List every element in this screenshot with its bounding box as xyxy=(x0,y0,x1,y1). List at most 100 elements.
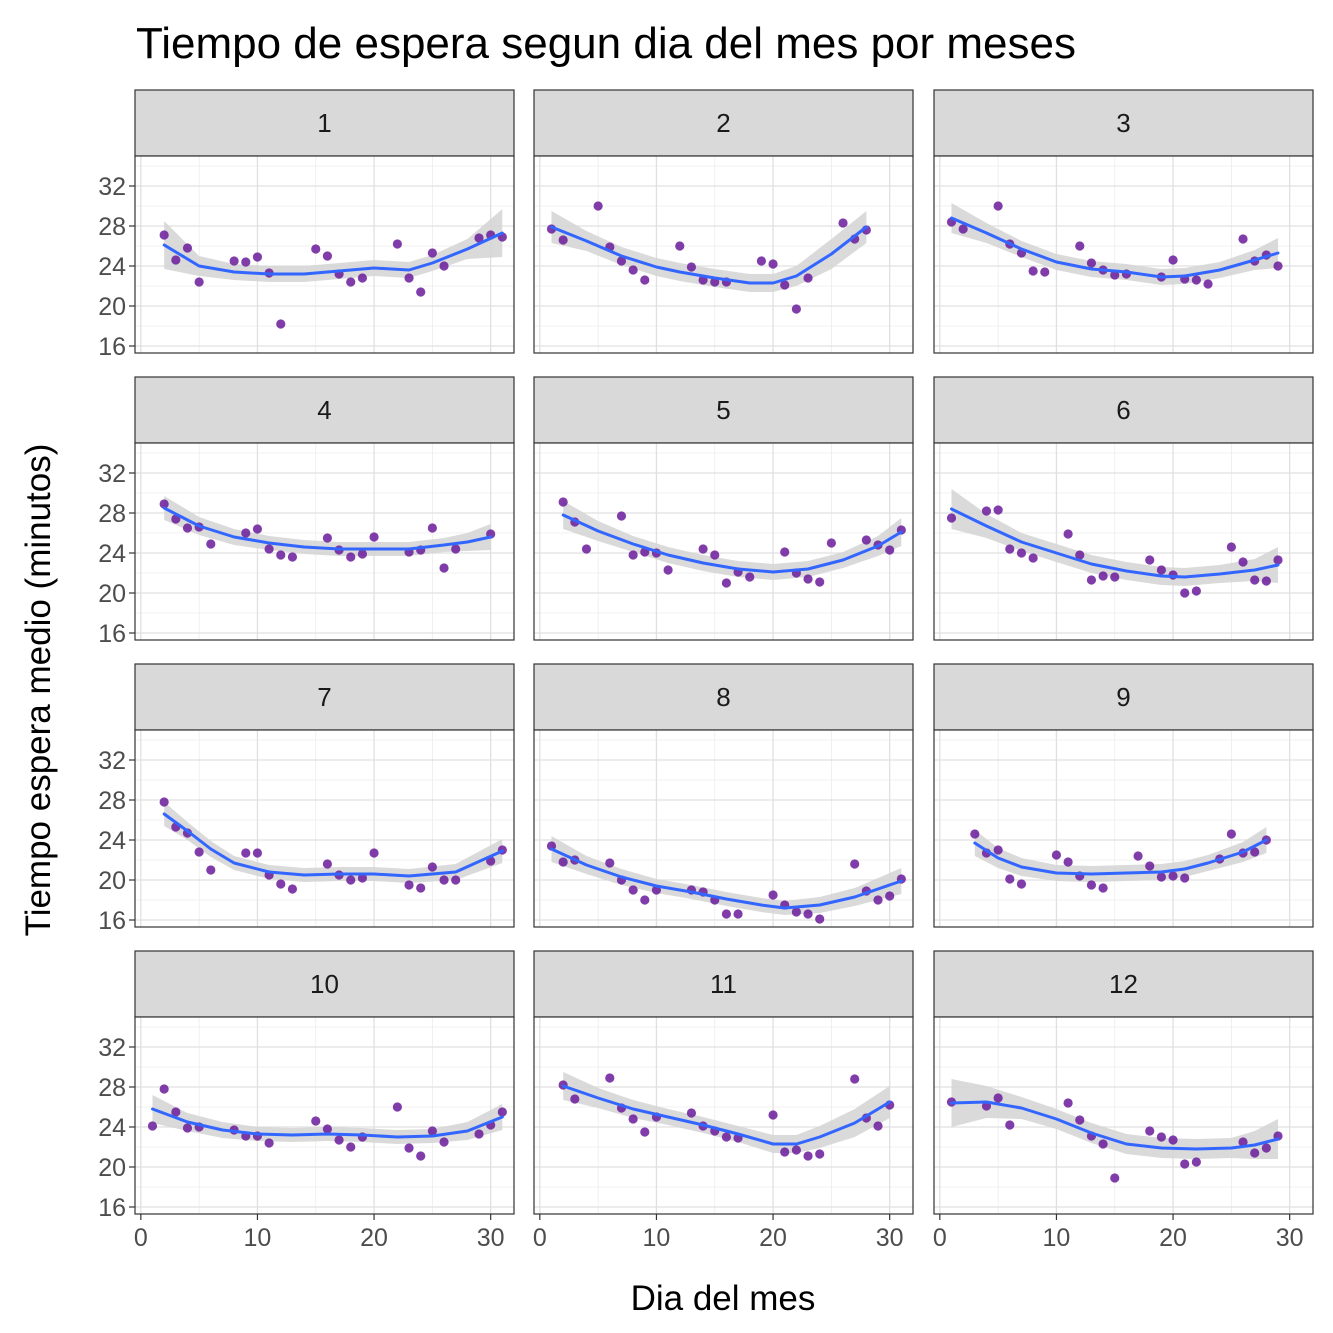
facet-panel-5: 5 xyxy=(533,376,914,641)
data-point xyxy=(241,257,251,267)
data-point xyxy=(194,277,204,287)
data-point xyxy=(1016,879,1027,889)
y-tick-label: 20 xyxy=(98,293,126,321)
smooth-line xyxy=(162,812,504,878)
data-point xyxy=(873,895,883,905)
panel-border xyxy=(933,729,1314,928)
data-point xyxy=(993,845,1003,855)
data-point xyxy=(311,244,321,254)
data-point xyxy=(357,873,367,883)
confidence-band xyxy=(164,496,491,556)
facet-strip-label: 10 xyxy=(310,969,339,999)
data-point xyxy=(686,262,697,272)
data-point xyxy=(182,1123,193,1133)
data-point xyxy=(768,1110,778,1120)
confidence-band xyxy=(164,209,503,282)
data-point xyxy=(287,884,298,894)
data-point xyxy=(1005,1120,1015,1130)
data-point xyxy=(1180,588,1190,598)
data-point xyxy=(1273,261,1283,271)
data-point xyxy=(439,1137,449,1147)
data-point xyxy=(1110,572,1120,582)
data-point xyxy=(404,880,414,890)
smooth-line xyxy=(950,1100,1280,1151)
data-point xyxy=(171,255,181,265)
data-point xyxy=(322,251,333,261)
x-tick-label: 0 xyxy=(933,1224,947,1252)
facet-strip xyxy=(933,950,1314,1018)
smooth-line xyxy=(550,225,868,285)
data-point xyxy=(1261,1143,1271,1153)
data-point xyxy=(1191,275,1201,285)
data-point xyxy=(369,848,379,858)
data-point xyxy=(182,523,193,533)
y-tick-label: 24 xyxy=(98,827,126,855)
data-point xyxy=(1016,548,1027,558)
facet-strip-label: 4 xyxy=(317,395,331,425)
data-point xyxy=(803,574,813,584)
y-tick-label: 20 xyxy=(98,580,126,608)
data-point xyxy=(147,1121,158,1131)
data-point xyxy=(815,1149,825,1159)
facet-panel-6: 6 xyxy=(933,376,1314,641)
x-axis-title: Dia del mes xyxy=(631,1279,816,1318)
data-point xyxy=(439,875,449,885)
facet-strip-label: 8 xyxy=(716,682,730,712)
data-point xyxy=(416,287,426,297)
data-point xyxy=(1238,1137,1248,1147)
data-point xyxy=(826,538,836,548)
data-point xyxy=(605,1073,615,1083)
data-point xyxy=(1098,1139,1108,1149)
panel-border xyxy=(134,155,515,354)
data-point xyxy=(264,544,274,554)
facet-panel-2: 2 xyxy=(533,89,914,354)
data-point xyxy=(1063,1098,1073,1108)
confidence-band xyxy=(951,1079,1278,1159)
y-tick-label: 24 xyxy=(98,1114,126,1142)
data-point xyxy=(334,1135,344,1145)
data-point xyxy=(1005,874,1015,884)
y-tick-label: 24 xyxy=(98,540,126,568)
data-point xyxy=(686,1108,697,1118)
data-point xyxy=(780,547,790,557)
x-tick-label: 10 xyxy=(643,1224,671,1252)
data-point xyxy=(981,506,992,516)
data-point xyxy=(1110,1173,1120,1183)
data-point xyxy=(803,1151,813,1161)
panel-border xyxy=(933,1016,1314,1215)
data-point xyxy=(993,1093,1003,1103)
data-point xyxy=(1226,542,1236,552)
data-point xyxy=(287,552,298,562)
smooth-line xyxy=(561,1084,892,1146)
data-point xyxy=(1261,576,1271,586)
y-tick-label: 32 xyxy=(98,1034,126,1062)
smooth-line xyxy=(561,513,903,574)
data-point xyxy=(1098,883,1108,893)
x-tick-label: 10 xyxy=(1043,1224,1071,1252)
data-point xyxy=(803,909,813,919)
data-point xyxy=(1063,529,1073,539)
facet-strip-label: 7 xyxy=(317,682,331,712)
data-point xyxy=(252,524,263,534)
panel-border xyxy=(533,729,914,928)
data-point xyxy=(427,862,437,872)
data-point xyxy=(357,549,367,559)
x-tick-label: 20 xyxy=(360,1224,388,1252)
data-point xyxy=(616,256,627,266)
data-point xyxy=(605,858,615,868)
smooth-line xyxy=(550,847,903,910)
data-point xyxy=(416,883,426,893)
data-point xyxy=(439,261,449,271)
panel-border xyxy=(933,155,1314,354)
data-point xyxy=(392,1102,402,1112)
data-point xyxy=(1250,575,1260,585)
data-point xyxy=(958,224,968,234)
smooth-line xyxy=(162,231,504,276)
y-tick-label: 32 xyxy=(98,173,126,201)
data-point xyxy=(1156,565,1166,575)
x-tick-label: 10 xyxy=(244,1224,272,1252)
confidence-band xyxy=(951,489,1278,586)
data-point xyxy=(791,1145,801,1155)
data-point xyxy=(346,875,356,885)
data-point xyxy=(1063,857,1073,867)
